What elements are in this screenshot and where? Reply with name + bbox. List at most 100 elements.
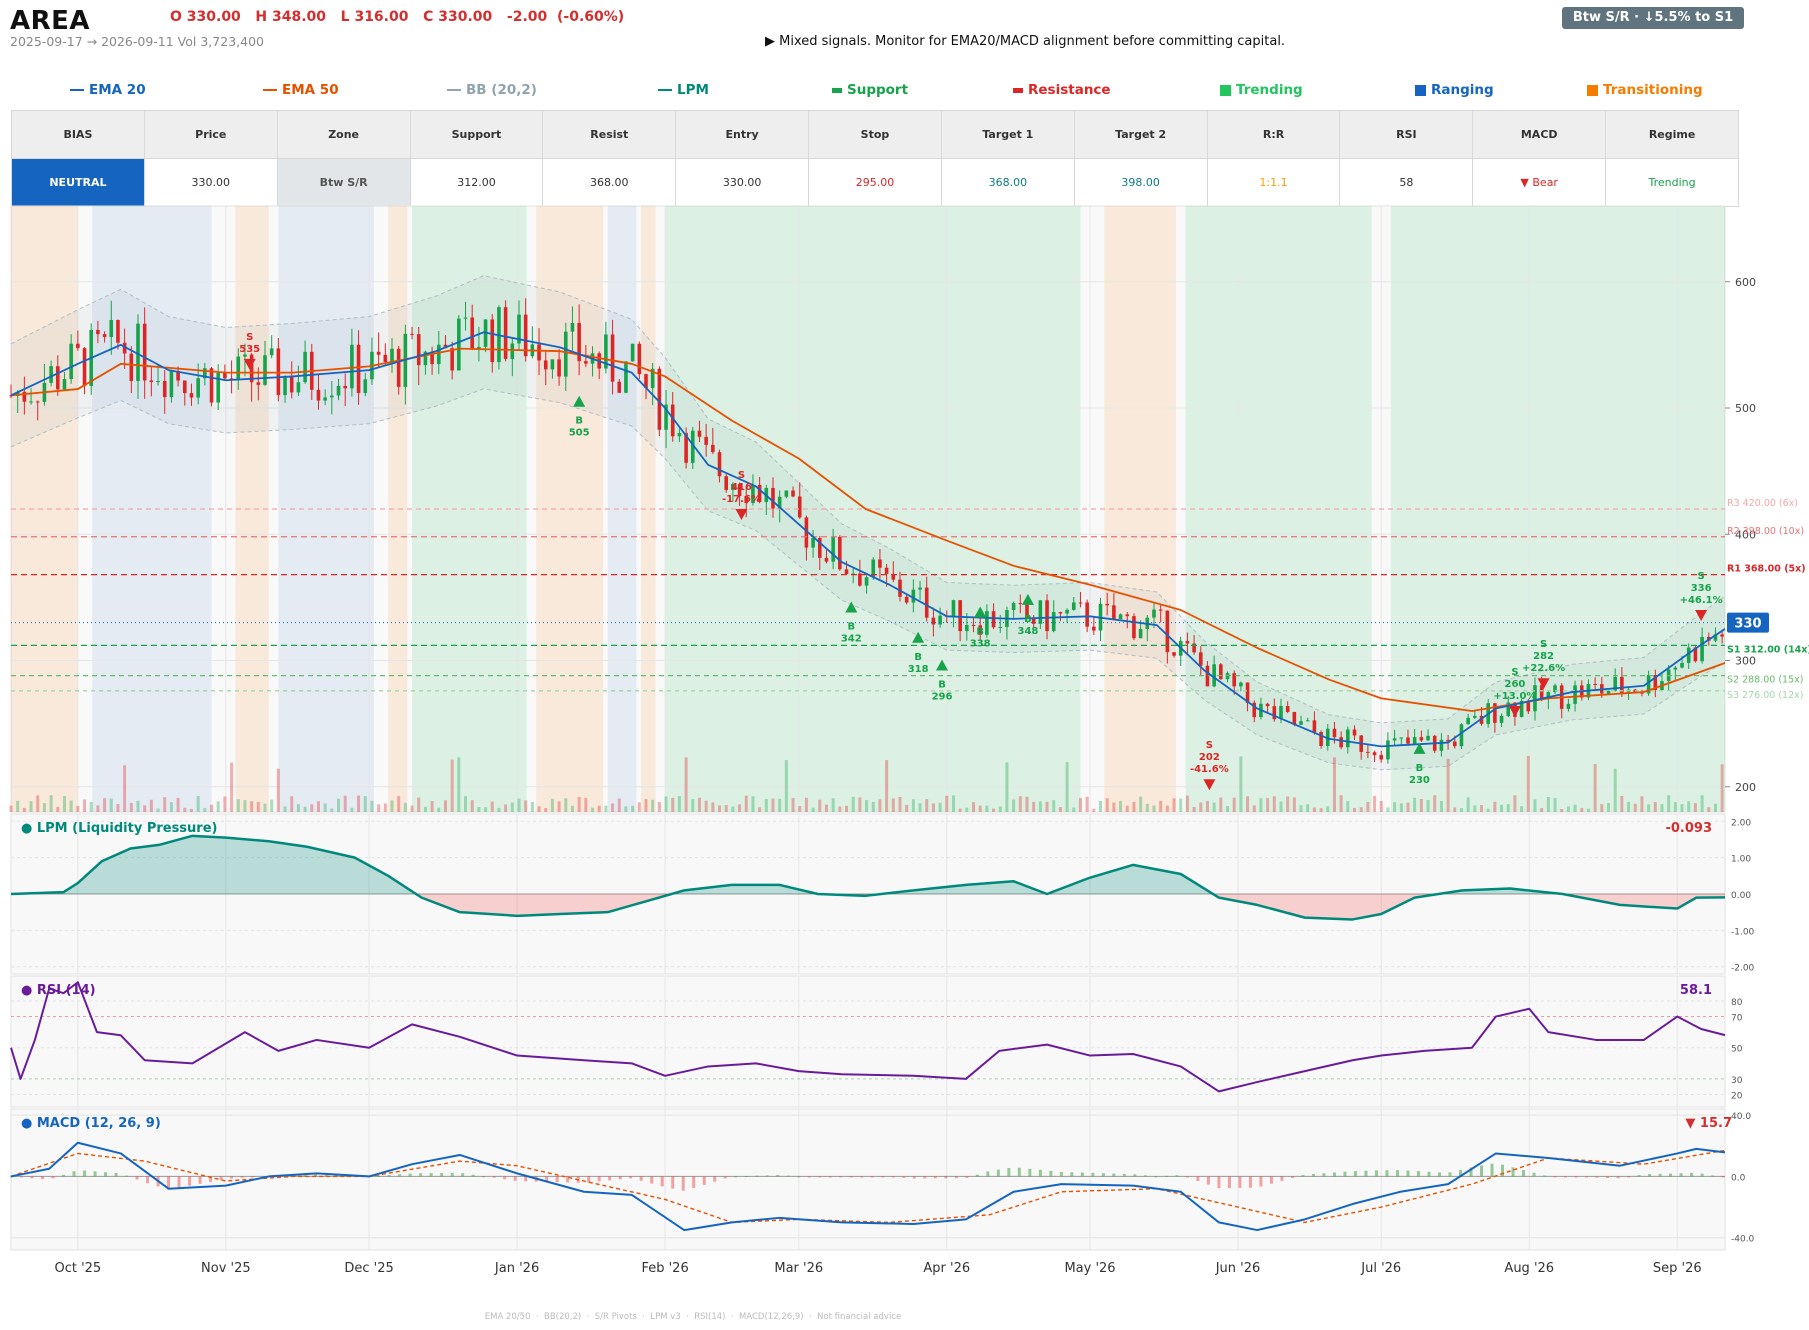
macd-histogram-bar — [1343, 1171, 1347, 1177]
macd-histogram-bar — [1280, 1176, 1284, 1181]
candle-down — [343, 385, 348, 389]
candle-down — [971, 624, 976, 626]
buy-signal-label: 505 — [569, 428, 590, 439]
macd-histogram-bar — [1564, 1176, 1568, 1178]
volume-bar — [744, 795, 748, 812]
macd-histogram-bar — [1648, 1174, 1652, 1177]
volume-bar — [1446, 758, 1450, 812]
candle-up — [1553, 685, 1557, 693]
volume-bar — [1326, 806, 1330, 812]
macd-histogram-bar — [1395, 1170, 1399, 1177]
table-cell-target-2: 398.00 — [1073, 158, 1208, 207]
sell-signal-label: S — [1511, 667, 1518, 678]
volume-bar — [1627, 801, 1631, 812]
price-tag-background — [1727, 612, 1769, 633]
table-header-macd: MACD — [1472, 110, 1607, 159]
candle-down — [543, 360, 548, 370]
table-cell-stop: 295.00 — [808, 158, 942, 207]
volume-bar — [1165, 805, 1169, 812]
volume-bar — [1125, 805, 1129, 812]
candle-up — [323, 397, 327, 401]
candle-down — [1219, 664, 1223, 680]
ema20-line — [10, 331, 1726, 748]
volume-bar — [216, 801, 220, 812]
candle-down — [76, 343, 80, 349]
candle-up — [1239, 682, 1243, 687]
volume-bar — [1152, 805, 1156, 812]
volume-bar — [784, 760, 788, 812]
macd-tick-label: 0.0 — [1731, 1173, 1746, 1183]
macd-histogram-bar — [1511, 1167, 1515, 1177]
candle-up — [510, 343, 515, 359]
volume-bar — [631, 805, 635, 812]
candle-up — [1299, 721, 1303, 725]
candle-up — [1346, 729, 1350, 748]
legend-label: EMA 20 — [89, 82, 146, 98]
volume-bar — [1660, 804, 1664, 812]
x-tick-label: Sep '26 — [1653, 1261, 1702, 1276]
volume-bar — [644, 799, 648, 812]
macd-histogram-bar — [587, 1176, 591, 1183]
table-cell-r-r: 1:1.1 — [1206, 158, 1341, 207]
volume-bar — [697, 797, 701, 812]
volume-bar — [517, 798, 521, 812]
rsi-tick-label: 70 — [1731, 1014, 1743, 1024]
candle-down — [1526, 700, 1531, 712]
volume-bar — [1620, 795, 1624, 812]
volume-bar — [136, 800, 140, 812]
volume-bar — [256, 801, 260, 812]
volume-bar — [1359, 807, 1363, 812]
candle-down — [1165, 610, 1170, 653]
volume-bar — [1486, 808, 1490, 812]
table-header-zone: Zone — [276, 110, 411, 159]
macd-histogram-bar — [93, 1171, 97, 1177]
bollinger-upper-line — [10, 275, 1726, 724]
volume-bar — [1520, 806, 1524, 812]
candle-down — [1493, 703, 1497, 723]
macd-histogram-bar — [198, 1176, 202, 1184]
candle-up — [436, 344, 441, 365]
candle-down — [1132, 616, 1136, 639]
volume-bar — [1045, 801, 1049, 812]
sell-signal-label: S — [246, 332, 253, 343]
buy-signal-marker — [936, 659, 949, 671]
candle-up — [1533, 685, 1537, 712]
candle-down — [704, 436, 708, 445]
volume-bar — [29, 801, 33, 812]
candle-up — [263, 355, 267, 385]
candle-up — [624, 361, 628, 393]
sell-signal-label: S — [1206, 740, 1213, 751]
legend-label: Resistance — [1028, 82, 1111, 98]
macd-histogram-bar — [440, 1173, 444, 1177]
macd-panel-title: ● MACD (12, 26, 9) — [21, 1116, 161, 1131]
volume-bar — [363, 796, 367, 812]
macd-histogram-bar — [492, 1176, 496, 1178]
zone-badge: Btw S/R · ↓5.5% to S1 — [1562, 7, 1744, 29]
volume-bar — [651, 799, 655, 812]
buy-signal-label: 348 — [1018, 626, 1039, 637]
candle-down — [1172, 652, 1176, 656]
macd-histogram-bar — [1269, 1176, 1273, 1184]
candle-down — [176, 370, 180, 381]
macd-histogram-bar — [954, 1176, 958, 1179]
candle-down — [1352, 729, 1357, 736]
buy-signal-marker — [974, 606, 987, 618]
candle-down — [102, 334, 107, 337]
volume-bar — [1205, 800, 1209, 812]
candle-down — [824, 557, 829, 562]
volume-bar — [49, 795, 53, 812]
candle-down — [316, 389, 321, 401]
volume-bar — [1573, 804, 1577, 812]
candle-up — [69, 343, 73, 380]
volume-bar — [377, 804, 381, 812]
panel-background — [10, 1108, 1726, 1251]
legend-label: Transitioning — [1603, 82, 1703, 98]
volume-bar — [1266, 798, 1270, 812]
candle-up — [216, 372, 221, 403]
candle-up — [1138, 628, 1143, 639]
volume-bar — [758, 807, 762, 812]
candle-down — [577, 322, 581, 362]
candle-down — [1406, 737, 1410, 744]
candle-up — [985, 611, 989, 635]
candle-up — [1279, 706, 1283, 720]
